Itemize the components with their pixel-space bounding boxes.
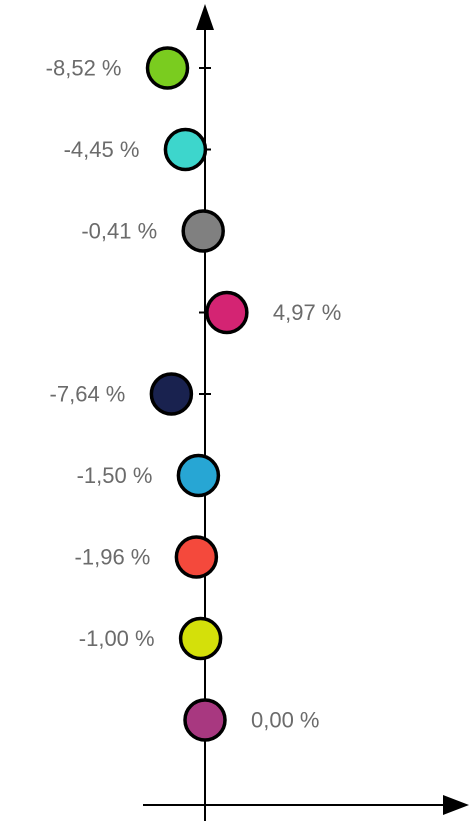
data-label: -1,00 % xyxy=(79,626,155,651)
data-point xyxy=(205,290,249,335)
data-label: -4,45 % xyxy=(64,137,140,162)
data-point xyxy=(145,46,190,90)
data-point xyxy=(176,453,221,498)
vertical-axis-arrow xyxy=(196,4,214,30)
data-point xyxy=(149,372,194,416)
data-label: -1,50 % xyxy=(77,463,153,488)
data-points xyxy=(145,46,249,742)
data-label: -0,41 % xyxy=(81,219,157,244)
data-label: 4,97 % xyxy=(273,300,342,325)
data-point xyxy=(178,616,223,661)
data-point xyxy=(163,127,208,172)
data-point xyxy=(174,535,219,579)
data-label: -7,64 % xyxy=(50,382,126,407)
data-label: -8,52 % xyxy=(46,56,122,81)
horizontal-axis-arrow xyxy=(443,795,469,815)
data-label: -1,96 % xyxy=(75,545,151,570)
data-labels: -8,52 % -4,45 % -0,41 % 4,97 % -7,64 % -1,50 … xyxy=(46,56,342,733)
data-point xyxy=(181,209,225,253)
data-label: 0,00 % xyxy=(251,708,320,733)
axes xyxy=(143,4,469,821)
data-point xyxy=(183,698,227,742)
